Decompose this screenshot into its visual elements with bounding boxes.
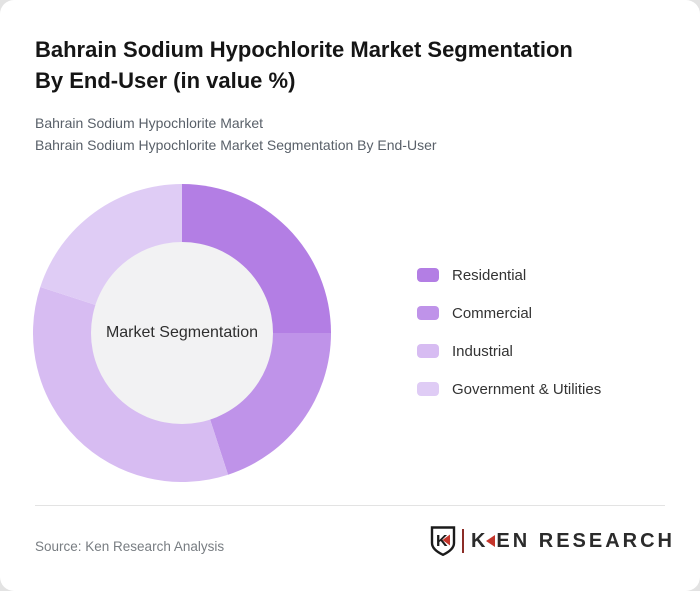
logo-divider-bar [461, 529, 464, 553]
legend-label: Commercial [452, 304, 533, 322]
legend-item-industrial[interactable]: Industrial [417, 332, 601, 370]
legend-item-government-utilities[interactable]: Government & Utilities [417, 370, 601, 408]
legend-label: Industrial [452, 342, 513, 360]
donut-chart: Market Segmentation [33, 184, 331, 482]
legend-swatch-icon [417, 268, 439, 282]
shield-letter: K [436, 533, 448, 550]
source-note: Source: Ken Research Analysis [35, 539, 225, 554]
logo-text-k: K [470, 529, 489, 552]
shield-red-triangle-icon [442, 534, 450, 546]
legend-item-residential[interactable]: Residential [417, 256, 601, 294]
ken-research-logo: K K EN RESEARCH [430, 526, 675, 556]
legend-item-commercial[interactable]: Commercial [417, 294, 601, 332]
chart-subtitle-line1: Bahrain Sodium Hypochlorite Market [35, 115, 263, 131]
logo-red-triangle-icon [486, 535, 496, 547]
logo-wordmark: K EN RESEARCH [471, 530, 675, 553]
donut-svg [33, 184, 331, 482]
donut-center-hole [91, 242, 273, 424]
chart-subtitle-line2: Bahrain Sodium Hypochlorite Market Segme… [35, 137, 437, 153]
logo-text-rest: EN RESEARCH [496, 529, 675, 552]
ken-research-shield-icon: K [430, 526, 456, 556]
legend-label: Residential [452, 266, 527, 284]
footer-divider [35, 505, 665, 506]
legend-swatch-icon [417, 382, 439, 396]
chart-subtitle: Bahrain Sodium Hypochlorite Market Bahra… [35, 112, 675, 156]
legend-swatch-icon [417, 306, 439, 320]
legend-swatch-icon [417, 344, 439, 358]
chart-title-line1: Bahrain Sodium Hypochlorite Market Segme… [35, 37, 573, 62]
chart-title: Bahrain Sodium Hypochlorite Market Segme… [35, 34, 675, 96]
chart-title-line2: By End-User (in value %) [35, 68, 296, 93]
legend-label: Government & Utilities [452, 380, 602, 398]
chart-legend: Residential Commercial Industrial Govern… [417, 256, 601, 408]
